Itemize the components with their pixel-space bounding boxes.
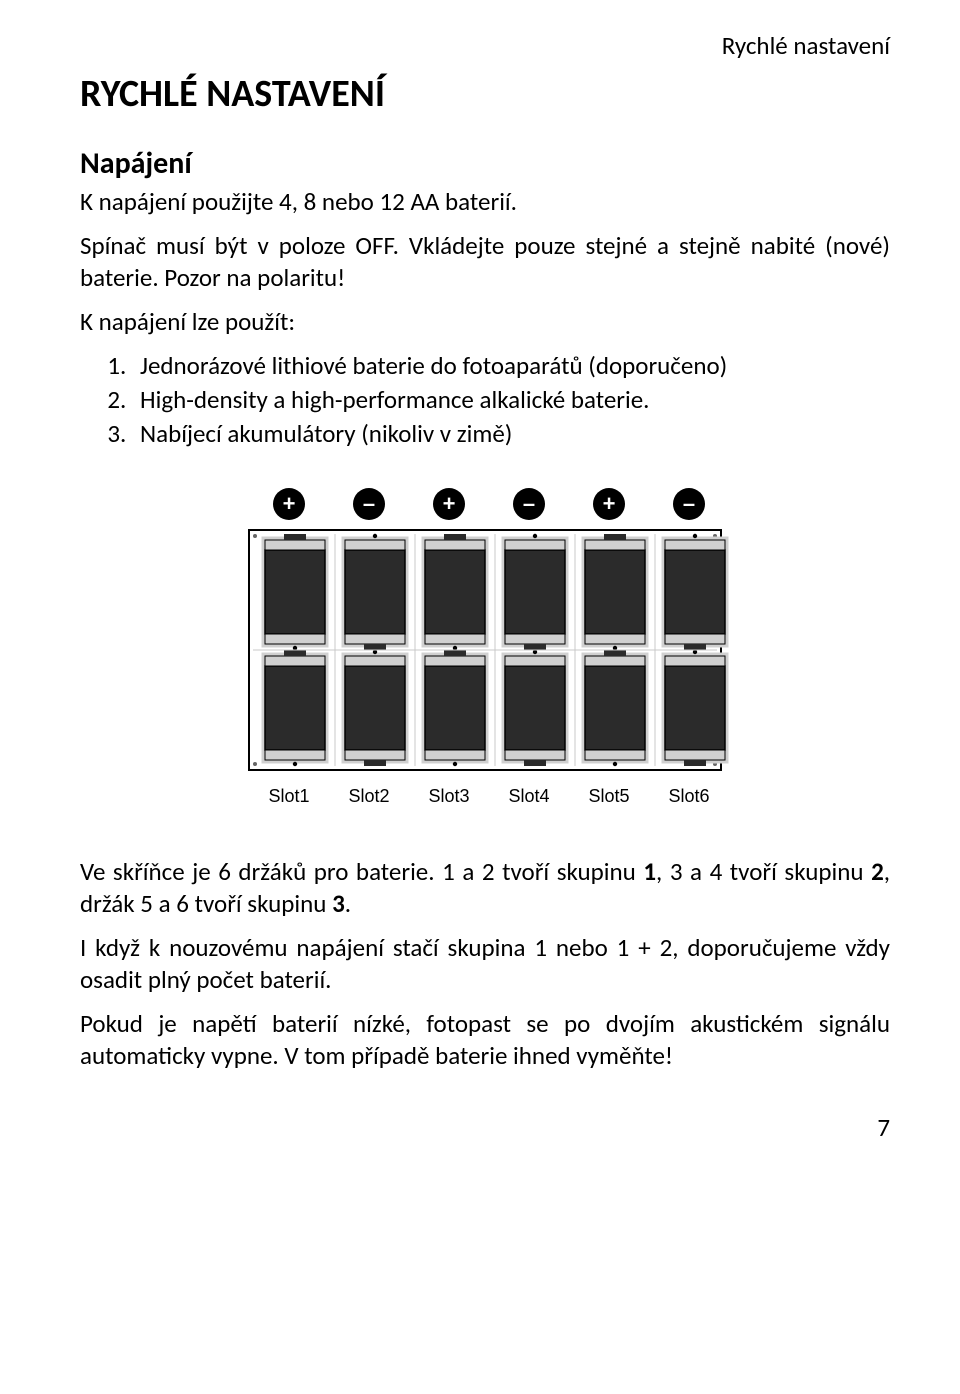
- svg-text:Slot4: Slot4: [508, 786, 549, 806]
- svg-text:–: –: [683, 491, 695, 516]
- svg-text:–: –: [363, 491, 375, 516]
- svg-text:+: +: [443, 491, 456, 516]
- list-item: High-density a high-performance alkalick…: [132, 384, 890, 416]
- page-running-header: Rychlé nastavení: [80, 30, 890, 61]
- battery-types-list: Jednorázové lithiové baterie do fotoapar…: [80, 350, 890, 450]
- list-item: Nabíjecí akumulátory (nikoliv v zimě): [132, 418, 890, 450]
- paragraph: I když k nouzovému napájení stačí skupin…: [80, 932, 890, 996]
- section-heading-power: Napájení: [80, 145, 890, 182]
- svg-text:Slot2: Slot2: [348, 786, 389, 806]
- paragraph: Ve skříňce je 6 držáků pro baterie. 1 a …: [80, 856, 890, 920]
- paragraph: K napájení použijte 4, 8 nebo 12 AA bate…: [80, 186, 890, 218]
- battery-tray-svg: + Slot1 – Slot2 + Slot3 – Slot4 + Slot5 – Slot6: [229, 482, 741, 812]
- page-number: 7: [80, 1112, 890, 1143]
- svg-text:Slot5: Slot5: [588, 786, 629, 806]
- paragraph: K napájení lze použít:: [80, 306, 890, 338]
- svg-text:Slot1: Slot1: [268, 786, 309, 806]
- battery-tray-diagram: + Slot1 – Slot2 + Slot3 – Slot4 + Slot5 – Slot6: [80, 482, 890, 812]
- page-title: RYCHLÉ NASTAVENÍ: [80, 71, 890, 117]
- svg-text:+: +: [283, 491, 296, 516]
- paragraph: Pokud je napětí baterií nízké, fotopast …: [80, 1008, 890, 1072]
- svg-text:+: +: [603, 491, 616, 516]
- svg-text:Slot3: Slot3: [428, 786, 469, 806]
- svg-text:Slot6: Slot6: [668, 786, 709, 806]
- list-item: Jednorázové lithiové baterie do fotoapar…: [132, 350, 890, 382]
- svg-text:–: –: [523, 491, 535, 516]
- paragraph: Spínač musí být v poloze OFF. Vkládejte …: [80, 230, 890, 294]
